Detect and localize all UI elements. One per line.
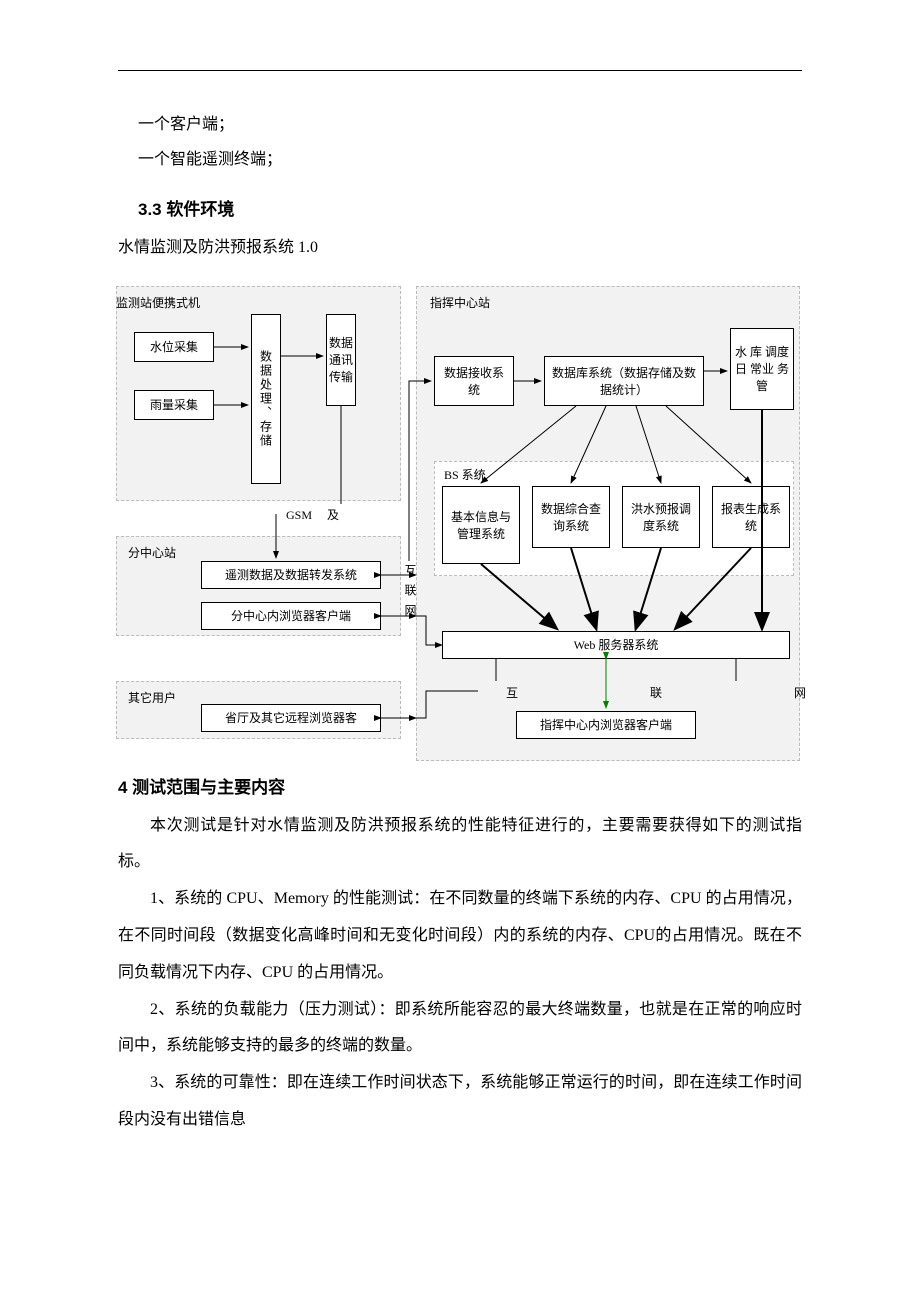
node-rain: 雨量采集 [134,390,214,420]
para-intro: 本次测试是针对水情监测及防洪预报系统的性能特征进行的，主要需要获得如下的测试指标… [118,808,802,882]
label-internet-h: 互 联 网 [506,684,818,701]
panel-other-label: 其它用户 [128,689,176,706]
panel-command-label: 指挥中心站 [430,294,490,311]
node-web: Web 服务器系统 [442,631,790,659]
system-name: 水情监测及防洪预报系统 1.0 [118,230,802,265]
header-rule [118,70,802,71]
label-internet-v: 互联网 [402,564,419,624]
node-relay: 遥测数据及数据转发系统 [201,561,381,589]
heading-3-3: 3.3 软件环境 [138,195,802,220]
node-remote: 省厅及其它远程浏览器客 [201,704,381,732]
node-report: 报表生成系统 [712,486,790,548]
panel-subcenter-label: 分中心站 [128,544,176,561]
node-flood: 洪水预报调度系统 [622,486,700,548]
node-reservoir: 水 库 调度 日 常业 务 管 [730,328,794,410]
panel-bs-label: BS 系统 [444,466,486,483]
para-cpu-mem: 1、系统的 CPU、Memory 的性能测试：在不同数量的终端下系统的内存、CP… [118,881,802,991]
node-recv: 数据接收系统 [434,356,514,406]
line-client: 一个客户端； [138,107,802,142]
node-subclient: 分中心内浏览器客户端 [201,602,381,630]
para-load: 2、系统的负载能力（压力测试）：即系统所能容忍的最大终端数量，也就是在正常的响应… [118,992,802,1066]
panel-portable-label: 监测站便携式机 [116,294,200,311]
label-gsm: GSM 及 [286,506,339,523]
node-db: 数据库系统（数据存储及数据统计） [544,356,704,406]
node-water: 水位采集 [134,332,214,362]
node-proc: 数据处理、存储 [251,314,281,484]
line-terminal: 一个智能遥测终端； [138,142,802,177]
document-page: 一个客户端； 一个智能遥测终端； 3.3 软件环境 水情监测及防洪预报系统 1.… [0,0,920,1302]
heading-4: 4 测试范围与主要内容 [118,773,802,798]
node-trans: 数据通讯传输 [326,314,356,406]
node-query: 数据综合查询系统 [532,486,610,548]
system-architecture-diagram: 监测站便携式机 指挥中心站 分中心站 其它用户 水位采集 雨量采集 数据处理、存… [116,286,800,761]
para-reliability: 3、系统的可靠性：即在连续工作时间状态下，系统能够正常运行的时间，即在连续工作时… [118,1065,802,1139]
node-basic: 基本信息与管理系统 [442,486,520,564]
node-cmdclient: 指挥中心内浏览器客户端 [516,711,696,739]
